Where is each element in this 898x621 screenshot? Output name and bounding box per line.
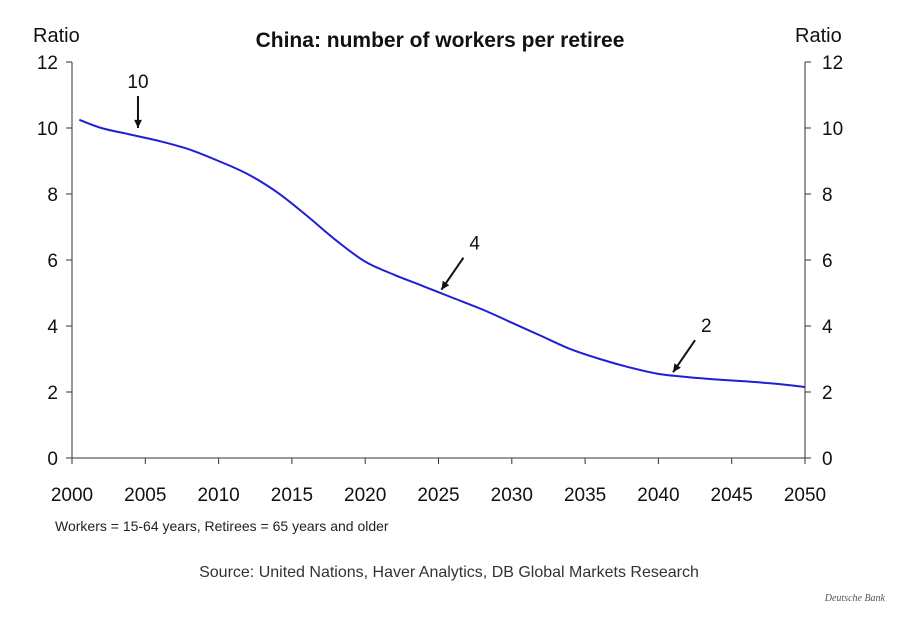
annotations: 10 4 2 [127, 72, 712, 373]
chart-title: China: number of workers per retiree [256, 29, 625, 52]
x-tick-label: 2045 [711, 485, 753, 506]
y-axis-label-right: Ratio [795, 25, 842, 47]
brand-watermark: Deutsche Bank [824, 593, 886, 604]
annotation-label: 2 [701, 316, 712, 337]
y-tick-label-right: 6 [822, 251, 833, 272]
x-tick-label: 2020 [344, 485, 386, 506]
y-tick-label-right: 4 [822, 317, 833, 338]
y-tick-label-right: 0 [822, 449, 833, 470]
x-tick-label: 2025 [417, 485, 459, 506]
y-tick-label-right: 10 [822, 119, 843, 140]
x-tick-label: 2010 [197, 485, 239, 506]
y-tick-label-right: 2 [822, 383, 833, 404]
x-tick-label: 2050 [784, 485, 826, 506]
annotation-arrowhead [441, 280, 450, 290]
y-axis-label-left: Ratio [33, 25, 80, 47]
annotation-arrowhead [673, 363, 681, 373]
y-tick-label-left: 8 [47, 185, 58, 206]
annotation-label: 4 [469, 234, 480, 255]
y-tick-label-left: 2 [47, 383, 58, 404]
x-tick-label: 2005 [124, 485, 166, 506]
x-tick-label: 2040 [637, 485, 679, 506]
y-tick-label-left: 10 [37, 119, 58, 140]
x-tick-label: 2015 [271, 485, 313, 506]
annotation-arrowhead [134, 119, 142, 128]
y-tick-label-left: 0 [47, 449, 58, 470]
series-line [78, 118, 806, 389]
y-tick-label-left: 12 [37, 53, 58, 74]
x-tick-label: 2035 [564, 485, 606, 506]
y-tick-label-right: 8 [822, 185, 833, 206]
source-note: Source: United Nations, Haver Analytics,… [199, 564, 699, 581]
x-tick-label: 2030 [491, 485, 533, 506]
y-tick-label-right: 12 [822, 53, 843, 74]
footnote: Workers = 15-64 years, Retirees = 65 yea… [55, 518, 389, 534]
y-tick-label-left: 4 [47, 317, 58, 338]
x-tick-label: 2000 [51, 485, 93, 506]
series-layer [78, 118, 806, 389]
annotation-label: 10 [127, 72, 148, 93]
axes: 0 0 2 2 4 4 6 6 8 8 10 10 12 12 2000 2005 2010 2015 2020 20… [37, 53, 843, 506]
y-tick-label-left: 6 [47, 251, 58, 272]
